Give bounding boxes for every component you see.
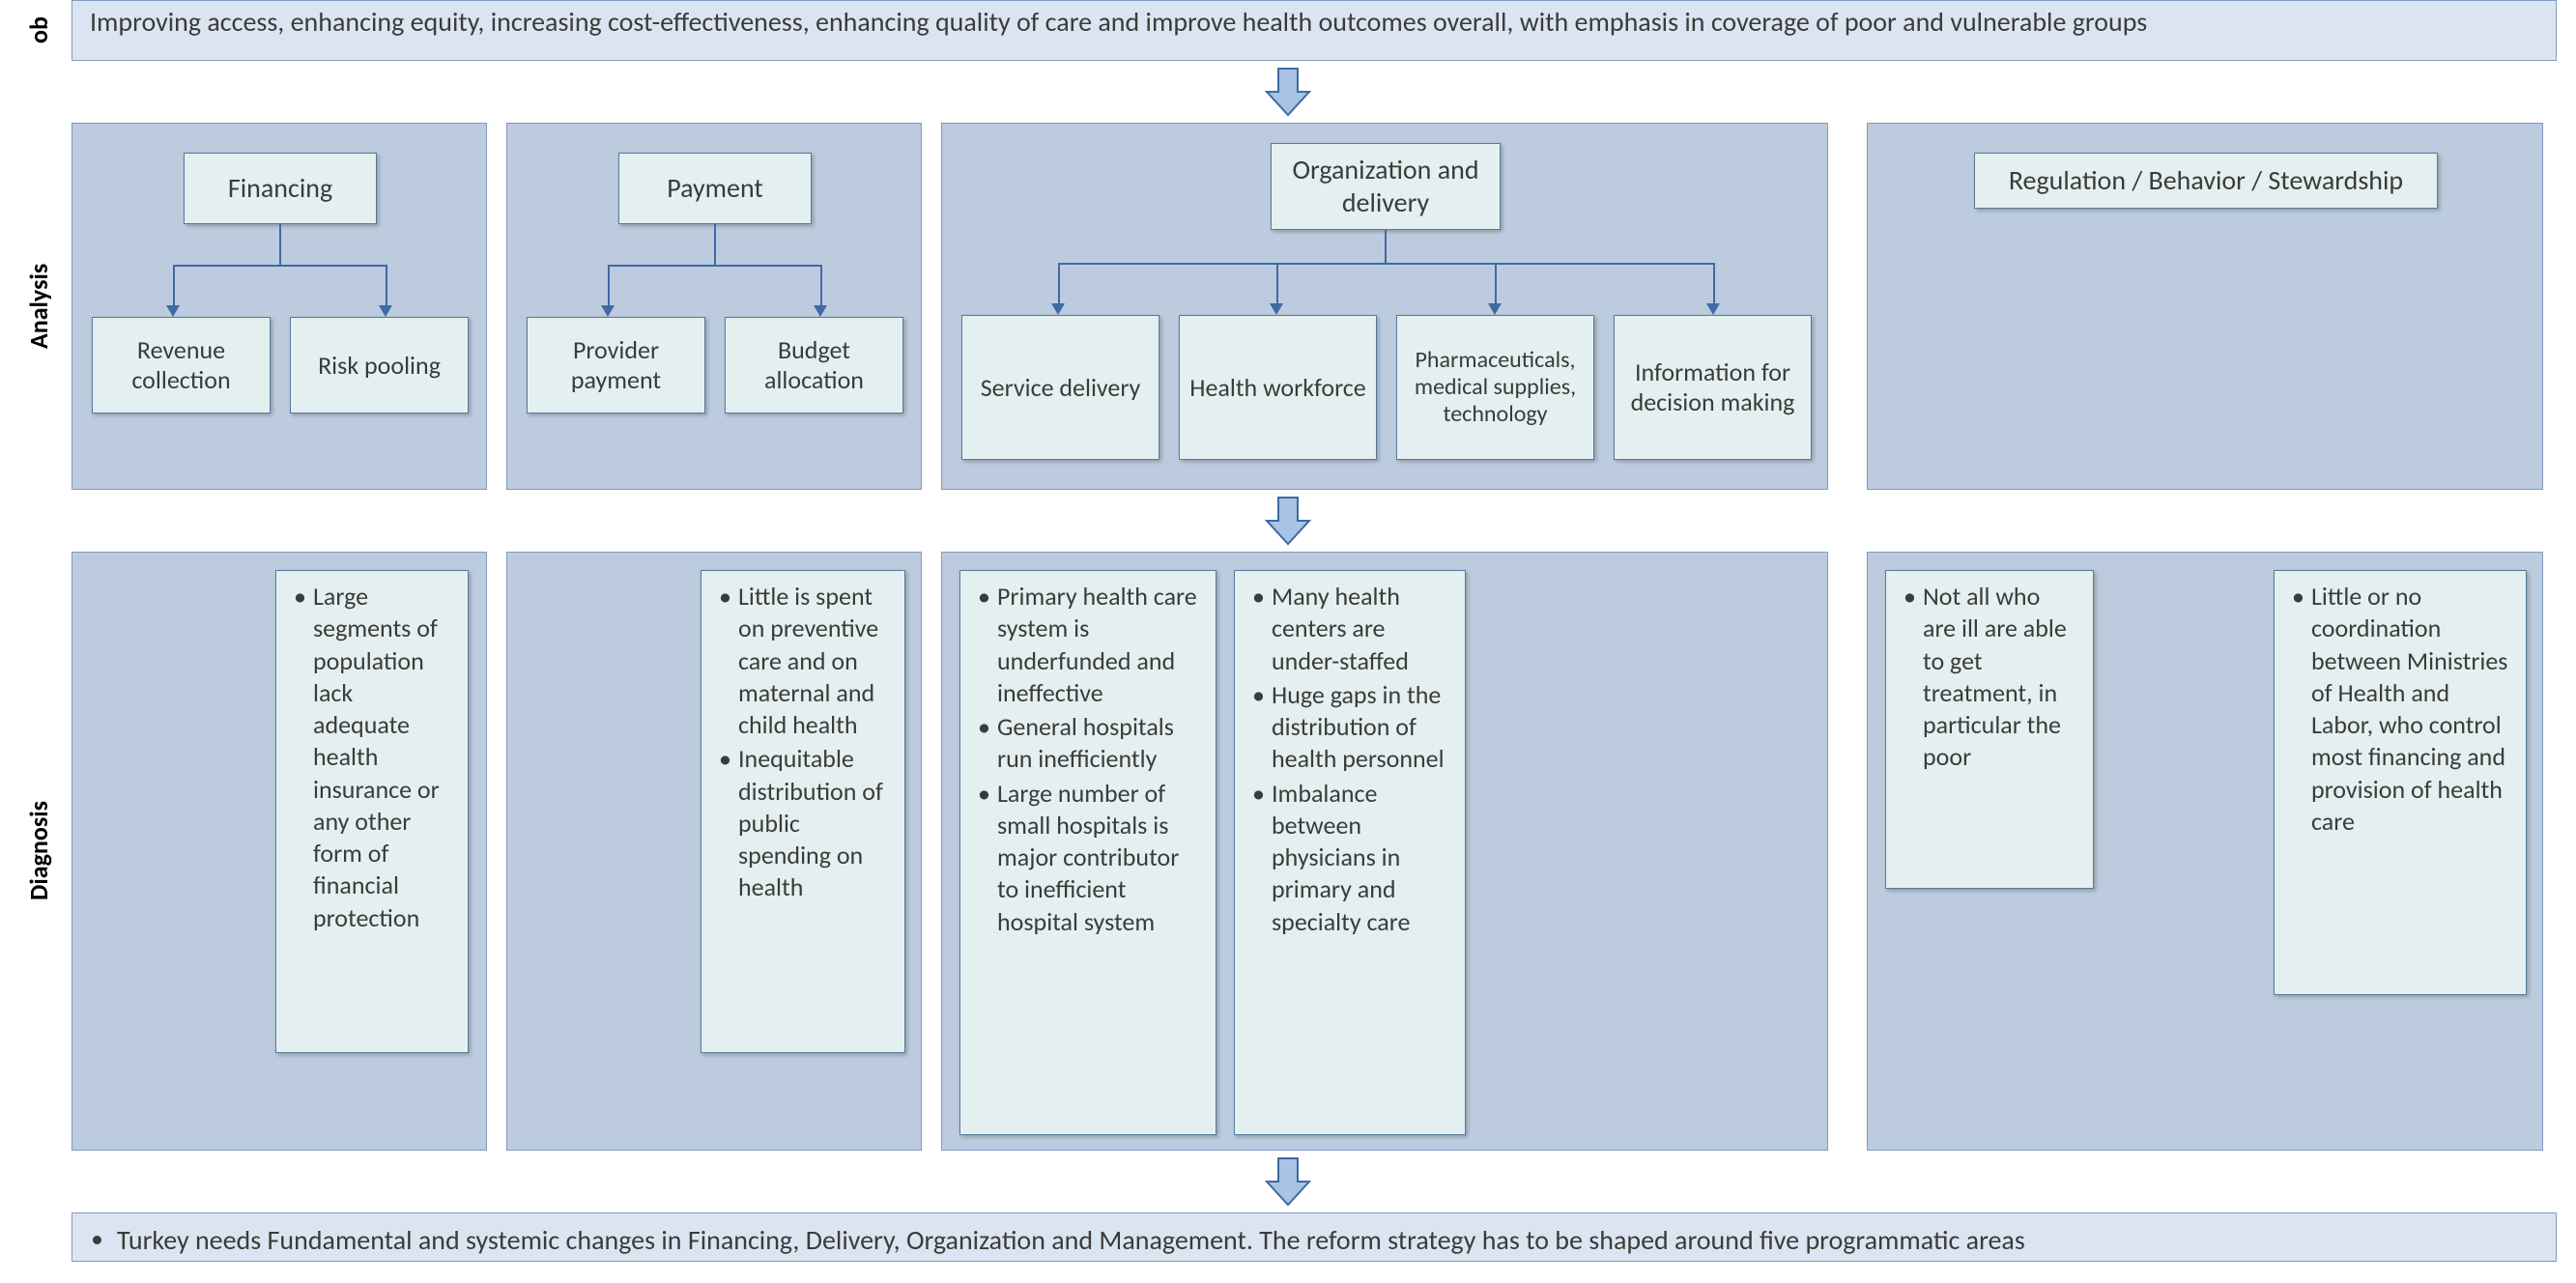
hdr-payment: Payment (618, 153, 812, 224)
connector (608, 265, 610, 307)
side-label-diagnosis: Diagnosis (10, 552, 68, 1151)
connector (820, 265, 822, 307)
diag-list: Large segments of population lack adequa… (292, 581, 452, 934)
diag-card-reg-right: Little or no coordination between Minist… (2274, 570, 2527, 995)
child-provider-payment: Provider payment (527, 317, 705, 413)
diag-card-org-left: Primary health care system is underfunde… (959, 570, 1216, 1135)
diag-item: Primary health care system is underfunde… (995, 581, 1200, 709)
connector (1058, 263, 1060, 305)
arrowhead-icon (1051, 303, 1065, 315)
diag-panel-organization: Primary health care system is underfunde… (941, 552, 1828, 1151)
connector (714, 224, 716, 267)
child-pharma: Pharmaceuticals, medical supplies, techn… (1396, 315, 1594, 460)
diag-list: Primary health care system is underfunde… (976, 581, 1200, 938)
diag-item: Little is spent on preventive care and o… (736, 581, 889, 741)
arrow-down-icon (1261, 1155, 1315, 1209)
connector (279, 224, 281, 267)
panel-payment: Payment Provider payment Budget allocati… (506, 123, 922, 490)
connector (608, 265, 822, 267)
diag-panel-payment: Little is spent on preventive care and o… (506, 552, 922, 1151)
connector (173, 265, 175, 307)
hdr-organization: Organization and delivery (1271, 143, 1501, 230)
child-information: Information for decision making (1614, 315, 1812, 460)
arrowhead-icon (1270, 303, 1283, 315)
diag-item: Huge gaps in the distribution of health … (1270, 679, 1449, 776)
diagnosis-body: Large segments of population lack adequa… (72, 552, 2557, 1151)
diag-item: Large segments of population lack adequa… (311, 581, 452, 934)
child-service-delivery: Service delivery (961, 315, 1159, 460)
hdr-regulation: Regulation / Behavior / Stewardship (1974, 153, 2438, 209)
child-risk-pooling: Risk pooling (290, 317, 469, 413)
diag-card-org-right: Many health centers are under-staffed Hu… (1234, 570, 1466, 1135)
child-health-workforce: Health workforce (1179, 315, 1377, 460)
arrow-down-icon (1261, 65, 1315, 119)
diag-item: General hospitals run inefficiently (995, 711, 1200, 776)
diag-item: Not all who are ill are able to get trea… (1921, 581, 2077, 774)
diag-item: Large number of small hospitals is major… (995, 778, 1200, 938)
analysis-body: Financing Revenue collection Risk poolin… (72, 123, 2557, 490)
diag-panel-regulation: Not all who are ill are able to get trea… (1867, 552, 2543, 1151)
diag-item: Many health centers are under-staffed (1270, 581, 1449, 677)
diagnosis-row: Diagnosis Large segments of population l… (0, 552, 2576, 1151)
side-label-objective: ob (10, 0, 68, 61)
connector (173, 265, 387, 267)
diag-card-financing: Large segments of population lack adequa… (275, 570, 469, 1053)
connector (1385, 230, 1387, 265)
connector (1495, 263, 1497, 305)
diag-list: Not all who are ill are able to get trea… (1902, 581, 2077, 774)
arrow-diagnosis-to-bottom (0, 1151, 2576, 1212)
child-revenue-collection: Revenue collection (92, 317, 271, 413)
arrowhead-icon (166, 305, 180, 317)
panel-financing: Financing Revenue collection Risk poolin… (72, 123, 487, 490)
panel-regulation: Regulation / Behavior / Stewardship (1867, 123, 2543, 490)
diag-card-payment: Little is spent on preventive care and o… (701, 570, 905, 1053)
arrow-objective-to-analysis (0, 61, 2576, 123)
panel-organization: Organization and delivery Service delive… (941, 123, 1828, 490)
connector (1713, 263, 1715, 305)
diag-panel-financing: Large segments of population lack adequa… (72, 552, 487, 1151)
diag-list: Little or no coordination between Minist… (2290, 581, 2510, 838)
arrow-analysis-to-diagnosis (0, 490, 2576, 552)
objective-box: Improving access, enhancing equity, incr… (72, 0, 2557, 61)
side-label-analysis: Analysis (10, 123, 68, 490)
arrowhead-icon (1488, 303, 1502, 315)
diag-item: Little or no coordination between Minist… (2309, 581, 2510, 838)
objective-row: ob Improving access, enhancing equity, i… (0, 0, 2576, 61)
arrowhead-icon (814, 305, 827, 317)
diag-list: Little is spent on preventive care and o… (717, 581, 889, 904)
child-budget-allocation: Budget allocation (725, 317, 903, 413)
diag-item: Imbalance between physicians in primary … (1270, 778, 1449, 938)
connector (1058, 263, 1715, 265)
diag-item: Inequitable distribution of public spend… (736, 743, 889, 903)
bottom-box: Turkey needs Fundamental and systemic ch… (72, 1212, 2557, 1262)
arrowhead-icon (379, 305, 392, 317)
bottom-item: Turkey needs Fundamental and systemic ch… (117, 1223, 2538, 1257)
diag-card-reg-left: Not all who are ill are able to get trea… (1885, 570, 2094, 889)
diag-list: Many health centers are under-staffed Hu… (1250, 581, 1449, 938)
bottom-list: Turkey needs Fundamental and systemic ch… (90, 1223, 2538, 1257)
connector (386, 265, 387, 307)
analysis-row: Analysis Financing Revenue collection Ri… (0, 123, 2576, 490)
hdr-financing: Financing (184, 153, 377, 224)
arrowhead-icon (601, 305, 615, 317)
connector (1276, 263, 1278, 305)
arrow-down-icon (1261, 494, 1315, 548)
arrowhead-icon (1706, 303, 1720, 315)
